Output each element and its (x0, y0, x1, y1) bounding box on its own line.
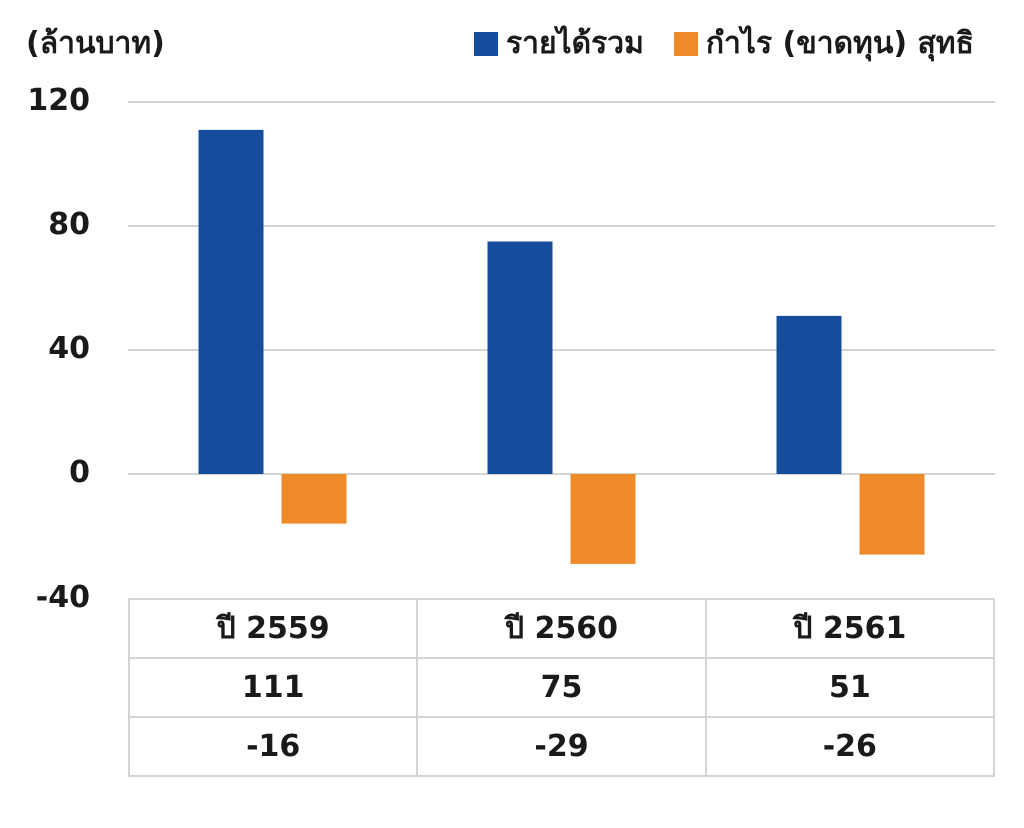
y-tick-label: 120 (27, 83, 90, 118)
bar-revenue (776, 315, 842, 474)
y-tick-label: 80 (48, 207, 90, 242)
table-cell: ปี 2561 (704, 598, 996, 659)
table-cell: 75 (416, 657, 707, 718)
chart-legend: รายได้รวม กำไร (ขาดทุน) สุทธิ (474, 20, 974, 67)
bar-net-profit (570, 474, 636, 564)
y-tick-label: 0 (69, 455, 90, 490)
table-cell: ปี 2559 (127, 598, 419, 659)
table-cell: ปี 2560 (416, 598, 707, 659)
table-row-net-profit: -16 -29 -26 (127, 716, 996, 777)
table-cell: -16 (127, 716, 419, 777)
legend-swatch-revenue (474, 31, 498, 56)
legend-label-net-profit: กำไร (ขาดทุน) สุทธิ (705, 26, 974, 61)
bar-net-profit (859, 474, 925, 555)
y-tick-label: 40 (48, 331, 90, 366)
bar-net-profit (281, 474, 347, 524)
legend-swatch-net-profit (673, 31, 698, 56)
bar-revenue (198, 129, 264, 474)
legend-item-revenue: รายได้รวม (474, 20, 644, 67)
y-tick-label: -40 (35, 580, 90, 615)
table-cell: -26 (704, 716, 996, 777)
legend-label-revenue: รายได้รวม (506, 26, 644, 61)
data-table: ปี 2559 ปี 2560 ปี 2561 111 75 51 -16 -2… (127, 598, 996, 777)
bar-revenue (487, 241, 553, 474)
table-row-revenue: 111 75 51 (127, 657, 996, 718)
table-cell: -29 (416, 716, 707, 777)
table-cell: 111 (127, 657, 419, 718)
table-cell: 51 (704, 657, 996, 718)
y-axis-unit-label: (ล้านบาท) (26, 26, 165, 61)
table-row-categories: ปี 2559 ปี 2560 ปี 2561 (127, 598, 996, 659)
bar-chart-plot (128, 101, 995, 564)
legend-item-net-profit: กำไร (ขาดทุน) สุทธิ (673, 20, 974, 67)
